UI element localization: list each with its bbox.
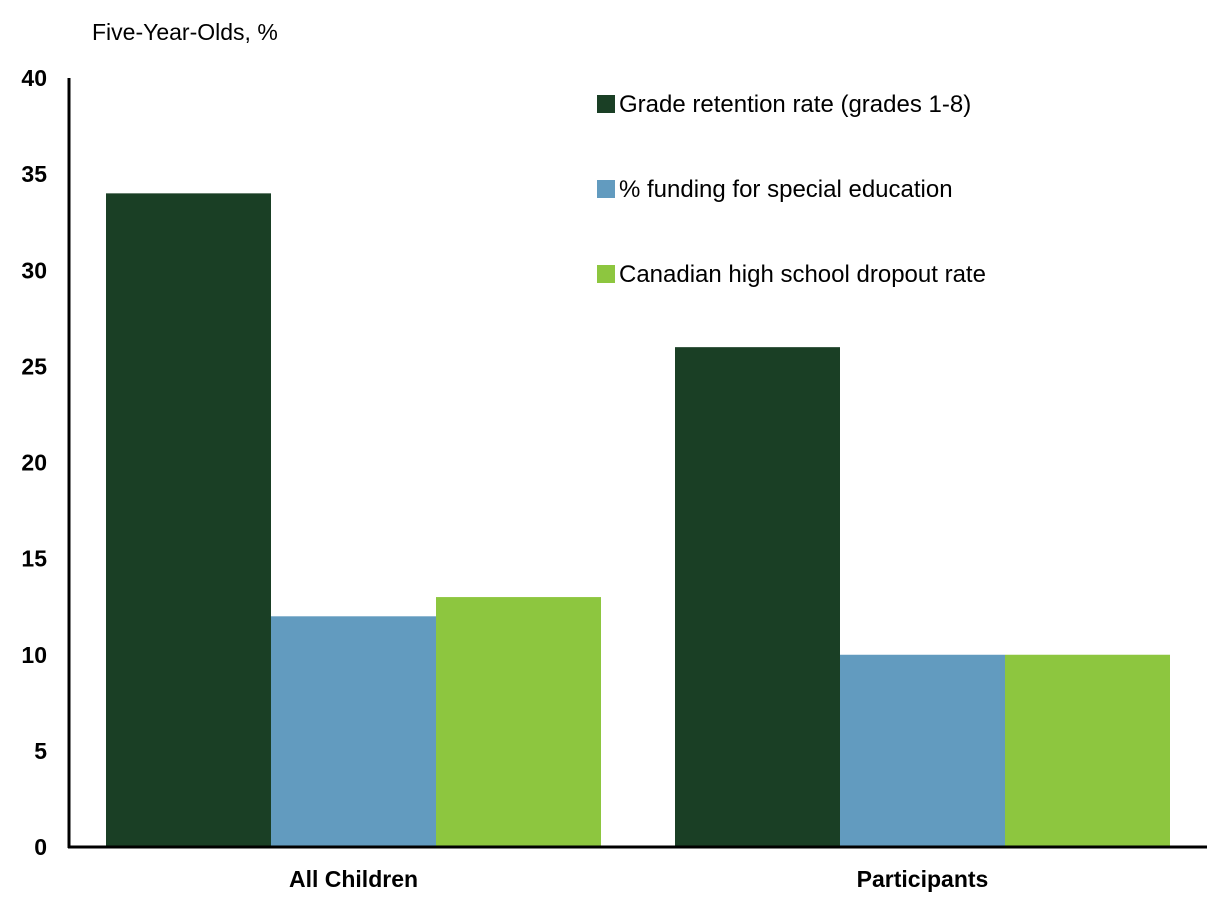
legend-label: Grade retention rate (grades 1-8) xyxy=(619,91,971,118)
y-tick-label: 10 xyxy=(21,642,47,668)
bar xyxy=(840,654,1005,847)
legend-label: Canadian high school dropout rate xyxy=(619,261,986,288)
bar xyxy=(436,597,601,847)
legend-swatch xyxy=(597,180,615,198)
legend-label: % funding for special education xyxy=(619,176,953,203)
bars-group xyxy=(106,193,1170,848)
y-tick-label: 25 xyxy=(21,353,47,379)
x-category-label: Participants xyxy=(857,866,989,892)
legend: Grade retention rate (grades 1-8) % fundi… xyxy=(597,91,986,288)
legend-swatch xyxy=(597,265,615,283)
x-category-label: All Children xyxy=(289,866,418,892)
y-axis-unit-label: Five-Year-Olds, % xyxy=(92,19,278,45)
bar xyxy=(106,193,271,848)
y-tick-label: 15 xyxy=(21,546,47,572)
y-tick-label: 5 xyxy=(34,738,47,764)
x-axis-labels: All Children Participants xyxy=(289,866,988,892)
y-tick-label: 20 xyxy=(21,450,47,476)
bar xyxy=(271,616,436,847)
bar xyxy=(1005,654,1170,847)
y-tick-label: 0 xyxy=(34,834,47,860)
legend-swatch xyxy=(597,95,615,113)
y-tick-label: 35 xyxy=(21,161,47,187)
y-tick-label: 30 xyxy=(21,257,47,283)
y-tick-label: 40 xyxy=(21,65,47,91)
bar xyxy=(675,347,840,847)
y-axis-ticks: 0 5 10 15 20 25 30 35 40 xyxy=(21,65,47,860)
